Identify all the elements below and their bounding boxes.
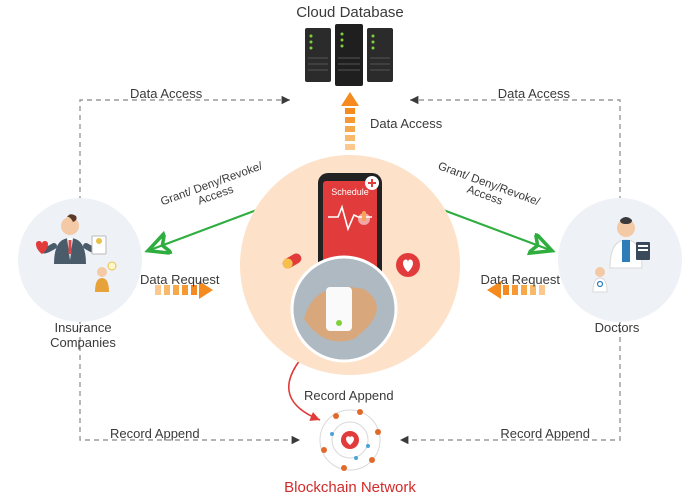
label-data-req-left: Data Request <box>140 272 220 287</box>
label-grant-right: Grant/ Deny/Revoke/ Access <box>432 160 541 219</box>
label-data-access-left: Data Access <box>130 86 202 101</box>
svg-text:Schedule: Schedule <box>331 187 369 197</box>
label-data-req-right: Data Request <box>481 272 561 287</box>
blockchain-icon <box>310 400 390 480</box>
label-rec-app-left: Record Append <box>110 426 200 441</box>
patient-center: Schedule <box>240 155 460 375</box>
orange-arrow-up <box>341 92 359 150</box>
label-data-access-right: Data Access <box>498 86 570 101</box>
title-blockchain-network: Blockchain Network <box>0 479 700 496</box>
label-rec-app-mid: Record Append <box>304 388 394 403</box>
insurance-figure <box>18 198 142 322</box>
label-grant-left: Grant/ Deny/Revoke/ Access <box>159 160 268 219</box>
doctors-figure <box>558 198 682 322</box>
diagram-canvas: Schedule <box>0 0 700 500</box>
connections-layer: Schedule <box>0 0 700 500</box>
server-icon <box>305 24 393 86</box>
label-rec-app-right: Record Append <box>500 426 590 441</box>
label-insurance: Insurance Companies <box>28 320 138 350</box>
label-doctors: Doctors <box>562 320 672 335</box>
label-data-access-mid: Data Access <box>370 116 442 131</box>
title-cloud-database: Cloud Database <box>0 4 700 21</box>
